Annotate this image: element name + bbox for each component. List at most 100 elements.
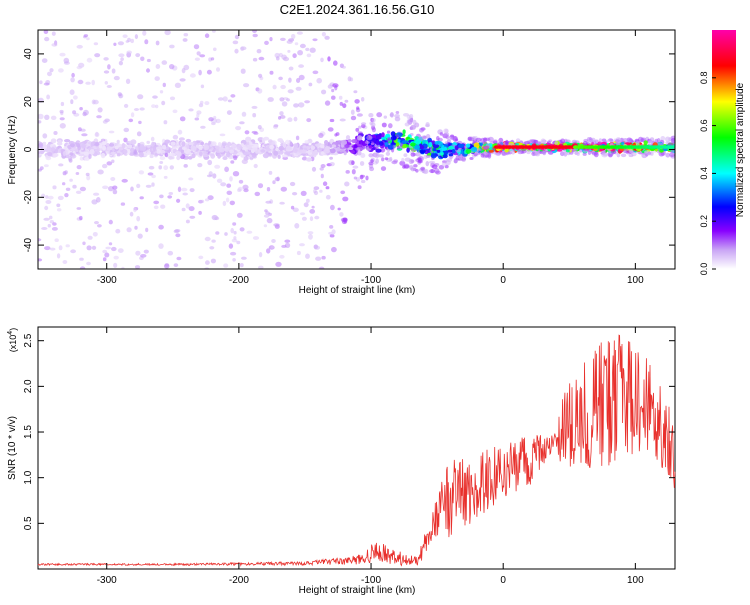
spectrogram-cell: [444, 141, 449, 145]
spectrogram-cell: [189, 188, 195, 193]
spectrogram-cell: [467, 136, 472, 141]
spectrogram-cell: [145, 227, 149, 233]
spectrogram-cell: [353, 176, 358, 180]
spectrogram-cell: [174, 151, 182, 155]
spectrogram-cell: [50, 138, 57, 144]
spectrogram-cell: [336, 146, 341, 152]
spectrogram-cell: [365, 141, 370, 144]
spectrogram-cell: [276, 56, 280, 61]
spectrogram-cell: [82, 111, 87, 117]
spectrogram-cell: [415, 151, 422, 157]
spectrogram-cell: [65, 187, 71, 191]
spectrogram-cell: [111, 68, 116, 74]
spectrogram-cell: [546, 140, 551, 145]
spectrogram-cell: [448, 145, 454, 150]
spectrogram-cell: [222, 200, 227, 207]
spectrogram-cell: [430, 153, 437, 159]
spectrogram-cell: [247, 144, 252, 151]
spectrogram-cell: [151, 174, 156, 179]
spectrogram-cell: [188, 108, 194, 112]
spectrogram-cell: [100, 138, 106, 142]
spectrogram-cell: [287, 117, 293, 122]
spectrogram-x-tick-label: -300: [97, 275, 117, 286]
spectrogram-cell: [97, 169, 104, 175]
spectrogram-cell: [417, 160, 423, 164]
spectrogram-cell: [388, 123, 393, 129]
spectrogram-cell: [390, 131, 396, 137]
spectrogram-cell: [230, 160, 235, 164]
spectrogram-cell: [351, 139, 357, 144]
spectrogram-cell: [136, 183, 141, 189]
spectrogram-cell: [177, 186, 182, 193]
colorbar: 0.0 0.2 0.4 0.6 0.8 Normalized spectral ampl…: [699, 30, 746, 275]
spectrogram-cell: [309, 209, 316, 214]
snr-y-axis-label: SNR (10 * v/v): [7, 416, 18, 480]
spectrogram-cell: [460, 149, 464, 154]
spectrogram-cell: [59, 109, 64, 114]
spectrogram-cell: [51, 227, 58, 231]
spectrogram-cell: [415, 169, 419, 173]
spectrogram-cell: [299, 243, 305, 247]
spectrogram-cell: [49, 247, 56, 251]
spectrogram-cell: [381, 132, 385, 138]
spectrogram-cell: [325, 194, 331, 200]
spectrogram-cell: [211, 239, 216, 243]
spectrogram-cell: [293, 103, 299, 108]
spectrogram-cell: [339, 149, 346, 153]
spectrogram-cell: [199, 100, 204, 105]
spectrogram-cell: [89, 149, 95, 155]
spectrogram-cell: [96, 115, 102, 119]
spectrogram-cell: [167, 250, 174, 256]
spectrogram-cell: [337, 207, 341, 211]
spectrogram-cell: [387, 144, 395, 150]
spectrogram-cell: [304, 140, 309, 144]
spectrogram-cell: [331, 246, 337, 253]
spectrogram-cell: [359, 161, 365, 166]
spectrogram-cell: [278, 76, 283, 81]
spectrogram-cell: [399, 160, 406, 166]
spectrogram-cell: [185, 219, 190, 224]
spectrogram-cell: [246, 230, 253, 234]
spectrogram-cell: [279, 97, 285, 102]
spectrogram-cell: [108, 130, 115, 134]
spectrogram-cell: [52, 185, 57, 190]
spectrogram-cell: [133, 108, 140, 111]
spectrogram-cell: [212, 173, 217, 179]
spectrogram-cell: [219, 133, 226, 137]
spectrogram-cell: [470, 146, 478, 152]
spectrogram-cell: [251, 130, 258, 134]
spectrogram-cell: [223, 263, 229, 268]
spectrogram-cell: [94, 221, 99, 225]
spectrogram-cell: [292, 192, 298, 196]
spectrogram-cell: [469, 157, 474, 160]
spectrogram-cell: [287, 49, 291, 53]
spectrogram-cell: [320, 173, 324, 179]
spectrogram-cell: [125, 40, 129, 43]
spectrogram-cell: [587, 139, 592, 145]
spectrogram-cell: [199, 151, 203, 157]
spectrogram-cell: [328, 231, 333, 235]
spectrogram-cell: [104, 252, 110, 258]
spectrogram-cell: [240, 68, 246, 74]
spectrogram-cell: [327, 56, 331, 62]
spectrogram-cell: [156, 149, 161, 154]
spectrogram-cell: [38, 143, 43, 147]
spectrogram-cell: [265, 200, 272, 204]
spectrogram-cell: [277, 154, 281, 159]
spectrogram-cell: [94, 132, 100, 138]
spectrogram-cell: [130, 186, 134, 192]
spectrogram-cell: [311, 166, 317, 172]
spectrogram-y-tick-label: -20: [23, 190, 34, 205]
spectrogram-cell: [648, 140, 653, 147]
spectrogram-cell: [383, 115, 387, 119]
spectrogram-cell: [299, 212, 306, 216]
spectrogram-cell: [540, 150, 547, 154]
spectrogram-cell: [101, 141, 107, 146]
spectrogram-cell: [384, 142, 389, 147]
spectrogram-cell: [217, 153, 222, 159]
spectrogram-cell: [438, 165, 445, 170]
spectrogram-cell: [239, 227, 245, 232]
spectrogram-cell: [193, 44, 200, 50]
spectrogram-cell: [399, 142, 404, 147]
